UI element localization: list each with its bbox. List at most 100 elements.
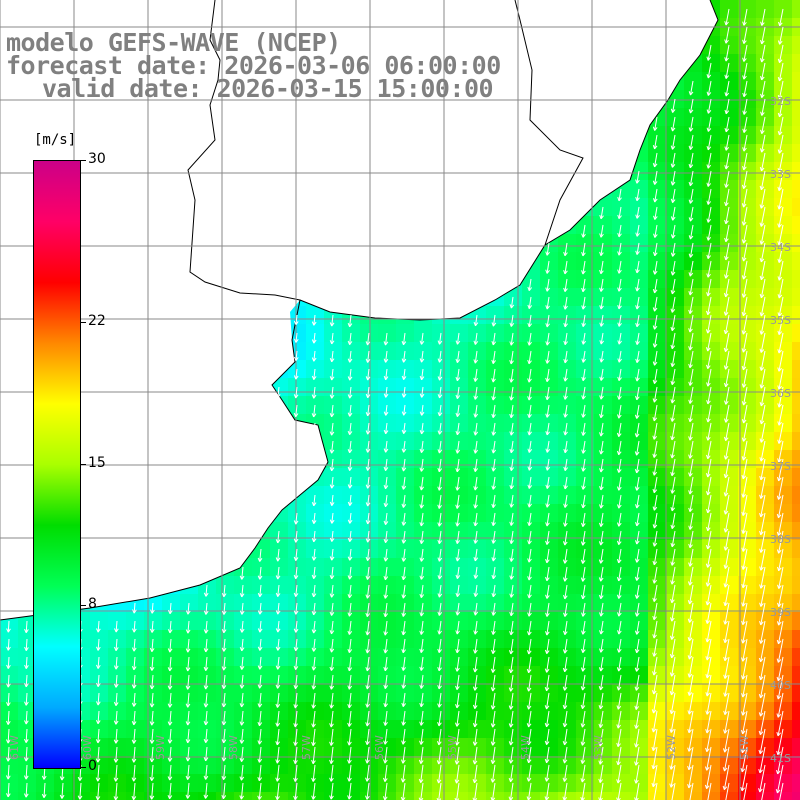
wind-arrow xyxy=(706,638,712,661)
wind-arrow-head xyxy=(758,788,763,793)
wind-arrow xyxy=(438,620,442,635)
wind-arrow-head xyxy=(473,413,479,418)
wind-cell xyxy=(378,792,397,800)
wind-arrow xyxy=(546,746,550,763)
wind-arrow-head xyxy=(581,251,586,257)
wind-arrow xyxy=(528,764,532,782)
wind-arrow xyxy=(546,440,550,453)
wind-arrow-head xyxy=(6,683,11,688)
wind-arrow xyxy=(546,584,550,599)
wind-arrow-head xyxy=(688,235,694,240)
wind-arrow-head xyxy=(311,741,316,747)
wind-arrow-head xyxy=(598,541,604,546)
wind-arrow xyxy=(421,422,424,434)
wind-arrow xyxy=(115,656,118,670)
wind-arrow-head xyxy=(526,723,532,728)
wind-arrow-head xyxy=(526,650,532,655)
wind-arrow-head xyxy=(329,556,335,561)
wind-arrow-head xyxy=(777,258,783,263)
wind-arrow-head xyxy=(400,796,406,800)
wind-arrow xyxy=(759,728,766,754)
wind-arrow-head xyxy=(383,703,389,708)
wind-arrow xyxy=(7,728,10,744)
wind-arrow-head xyxy=(473,449,479,454)
wind-arrow-head xyxy=(741,330,747,335)
wind-arrow-head xyxy=(545,503,550,508)
wind-arrow-head xyxy=(455,430,461,436)
wind-arrow-head xyxy=(509,396,514,401)
wind-arrow-head xyxy=(167,757,173,762)
wind-cell xyxy=(360,792,379,800)
wind-arrow xyxy=(688,728,694,752)
wind-arrow xyxy=(421,404,424,416)
wind-arrow xyxy=(7,638,10,651)
wind-arrow-head xyxy=(185,703,191,708)
wind-arrow xyxy=(671,458,676,476)
wind-arrow-head xyxy=(527,448,533,453)
wind-arrow-head xyxy=(293,412,299,418)
wind-arrow xyxy=(492,566,496,579)
wind-arrow-head xyxy=(455,358,461,364)
wind-arrow-head xyxy=(472,778,478,784)
wind-arrow xyxy=(724,638,730,661)
wind-arrow-head xyxy=(419,486,425,491)
wind-arrow-head xyxy=(687,728,692,734)
wind-arrow-head xyxy=(634,612,640,617)
wind-arrow xyxy=(169,620,172,634)
wind-arrow-head xyxy=(563,466,568,471)
wind-arrow xyxy=(7,746,10,762)
wind-arrow xyxy=(654,206,658,220)
wind-arrow xyxy=(564,710,568,727)
wind-arrow xyxy=(474,566,478,579)
wind-arrow xyxy=(743,782,748,800)
wind-arrow-head xyxy=(777,223,782,228)
wind-arrow xyxy=(760,368,766,389)
wind-arrow xyxy=(295,638,298,651)
wind-arrow-head xyxy=(598,686,604,691)
wind-arrow-head xyxy=(599,322,604,327)
wind-arrow-head xyxy=(652,560,658,566)
wind-arrow xyxy=(618,548,622,563)
wind-arrow-head xyxy=(329,685,335,690)
wind-arrow-head xyxy=(436,760,442,765)
wind-arrow xyxy=(670,746,676,770)
wind-arrow xyxy=(492,332,496,346)
wind-arrow-head xyxy=(759,204,765,209)
wind-arrow-head xyxy=(652,634,657,639)
wind-arrow xyxy=(169,710,172,726)
wind-arrow-head xyxy=(150,609,155,614)
wind-arrow-head xyxy=(616,779,621,784)
wind-arrow-head xyxy=(419,740,424,745)
wind-arrow xyxy=(725,386,730,405)
wind-arrow-head xyxy=(383,740,388,745)
wind-arrow-head xyxy=(365,631,371,636)
wind-arrow xyxy=(259,566,262,580)
wind-arrow-head xyxy=(760,75,765,81)
wind-arrow-head xyxy=(635,268,640,274)
lat-label: 35S xyxy=(770,314,791,327)
wind-arrow xyxy=(617,746,622,766)
wind-arrow xyxy=(169,692,172,708)
wind-arrow-head xyxy=(759,293,765,299)
wind-arrow-head xyxy=(329,376,335,381)
wind-arrow-head xyxy=(491,485,497,490)
wind-arrow-head xyxy=(724,109,730,115)
wind-arrow-head xyxy=(616,468,622,473)
wind-arrow-head xyxy=(776,695,782,700)
wind-arrow xyxy=(725,260,730,279)
wind-arrow-head xyxy=(203,610,209,615)
wind-arrow xyxy=(778,476,784,500)
wind-arrow-head xyxy=(185,794,191,799)
wind-arrow-head xyxy=(634,433,640,438)
wind-arrow-head xyxy=(688,454,693,459)
wind-cell xyxy=(792,324,800,343)
wind-arrow xyxy=(473,764,478,783)
wind-arrow xyxy=(330,638,334,653)
wind-arrow xyxy=(133,692,136,707)
lon-label: 60W xyxy=(81,735,94,760)
wind-arrow xyxy=(635,764,640,784)
wind-arrow xyxy=(366,602,370,617)
wind-arrow-head xyxy=(724,39,729,44)
wind-arrow-head xyxy=(293,520,299,525)
